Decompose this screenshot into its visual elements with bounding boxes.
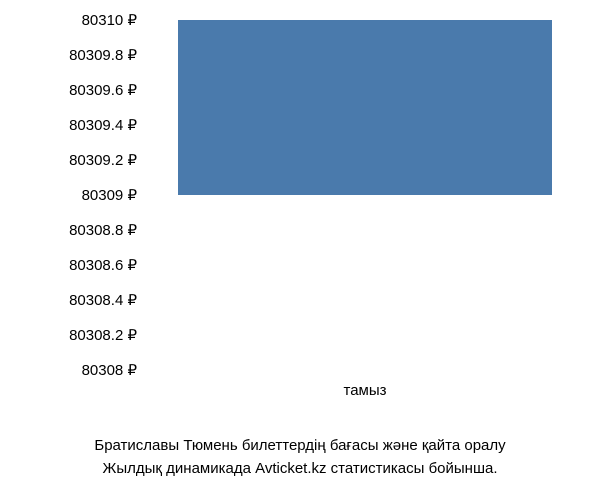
x-axis-label: тамыз	[343, 382, 386, 399]
y-tick: 80308.6 ₽	[69, 256, 137, 274]
chart-caption: Братиславы Тюмень билеттердің бағасы жән…	[0, 435, 600, 480]
y-tick: 80309 ₽	[82, 186, 137, 204]
chart-container: 80310 ₽ 80309.8 ₽ 80309.6 ₽ 80309.4 ₽ 80…	[0, 20, 600, 400]
y-tick: 80308 ₽	[82, 361, 137, 379]
caption-line-2: Жылдық динамикада Avticket.kz статистика…	[0, 458, 600, 481]
caption-line-1: Братиславы Тюмень билеттердің бағасы жән…	[0, 435, 600, 458]
y-tick: 80308.2 ₽	[69, 326, 137, 344]
plot-area: тамыз	[145, 20, 585, 370]
y-tick: 80310 ₽	[82, 11, 137, 29]
y-tick: 80308.8 ₽	[69, 221, 137, 239]
y-axis: 80310 ₽ 80309.8 ₽ 80309.6 ₽ 80309.4 ₽ 80…	[0, 20, 145, 370]
bar	[178, 20, 552, 195]
y-tick: 80309.4 ₽	[69, 116, 137, 134]
y-tick: 80309.2 ₽	[69, 151, 137, 169]
y-tick: 80308.4 ₽	[69, 291, 137, 309]
y-tick: 80309.8 ₽	[69, 46, 137, 64]
y-tick: 80309.6 ₽	[69, 81, 137, 99]
